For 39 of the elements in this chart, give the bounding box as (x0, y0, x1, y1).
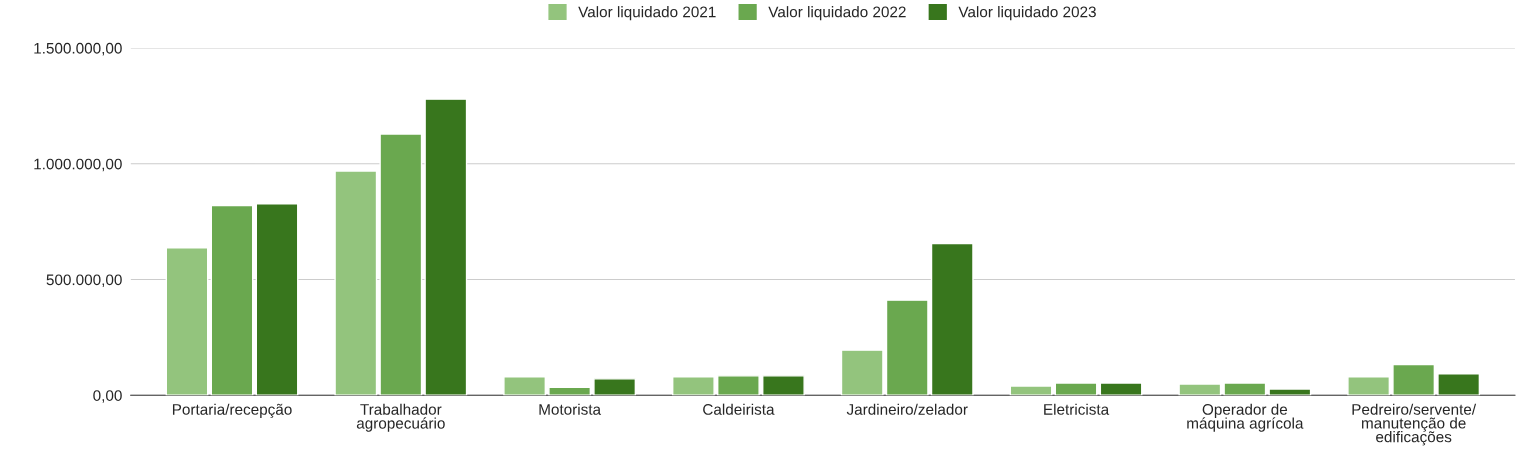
bar (672, 376, 715, 396)
bar (885, 299, 929, 396)
legend-label: Valor liquidado 2021 (578, 6, 716, 21)
x-tick-label: Eletricista (1044, 403, 1110, 415)
x-tick-label: Operador de máquina agrícola (1187, 403, 1304, 432)
x-tick-label: Jardineiro/zelador (846, 403, 968, 415)
bar (930, 242, 974, 396)
y-tick-label: 0,00 (93, 390, 122, 403)
bar (210, 204, 254, 396)
bar (1392, 363, 1436, 396)
y-tick-label: 500.000,00 (46, 274, 122, 288)
x-tick-label: Pedreiro/servente/ manutenção de edificações (1352, 403, 1477, 446)
bar (255, 203, 299, 396)
bar (1437, 373, 1481, 396)
y-tick-label: 1.500.000,00 (34, 42, 122, 56)
bar (548, 386, 592, 396)
bar (334, 170, 378, 396)
bar (1268, 388, 1312, 396)
x-tick-label: Portaria/recepção (172, 403, 292, 418)
legend-label: Valor liquidado 2022 (768, 6, 906, 21)
y-tick-label: 1.000.000,00 (34, 158, 122, 172)
bar (593, 378, 637, 396)
bar (717, 375, 760, 396)
bar (1099, 382, 1143, 396)
bar (1009, 385, 1053, 396)
bar (1223, 382, 1267, 396)
bar (840, 349, 884, 396)
legend-label: Valor liquidado 2023 (958, 6, 1096, 21)
x-tick-label: Caldeirista (703, 403, 775, 415)
x-tick-label: Trabalhador agropecuário (356, 403, 445, 432)
bar (165, 247, 209, 396)
bar (762, 375, 805, 396)
bar (1347, 376, 1391, 396)
bar (503, 376, 547, 396)
bar (379, 133, 423, 396)
bar (1178, 383, 1222, 396)
bar (424, 98, 468, 396)
x-tick-label: Motorista (539, 403, 602, 415)
bar (1054, 382, 1098, 396)
